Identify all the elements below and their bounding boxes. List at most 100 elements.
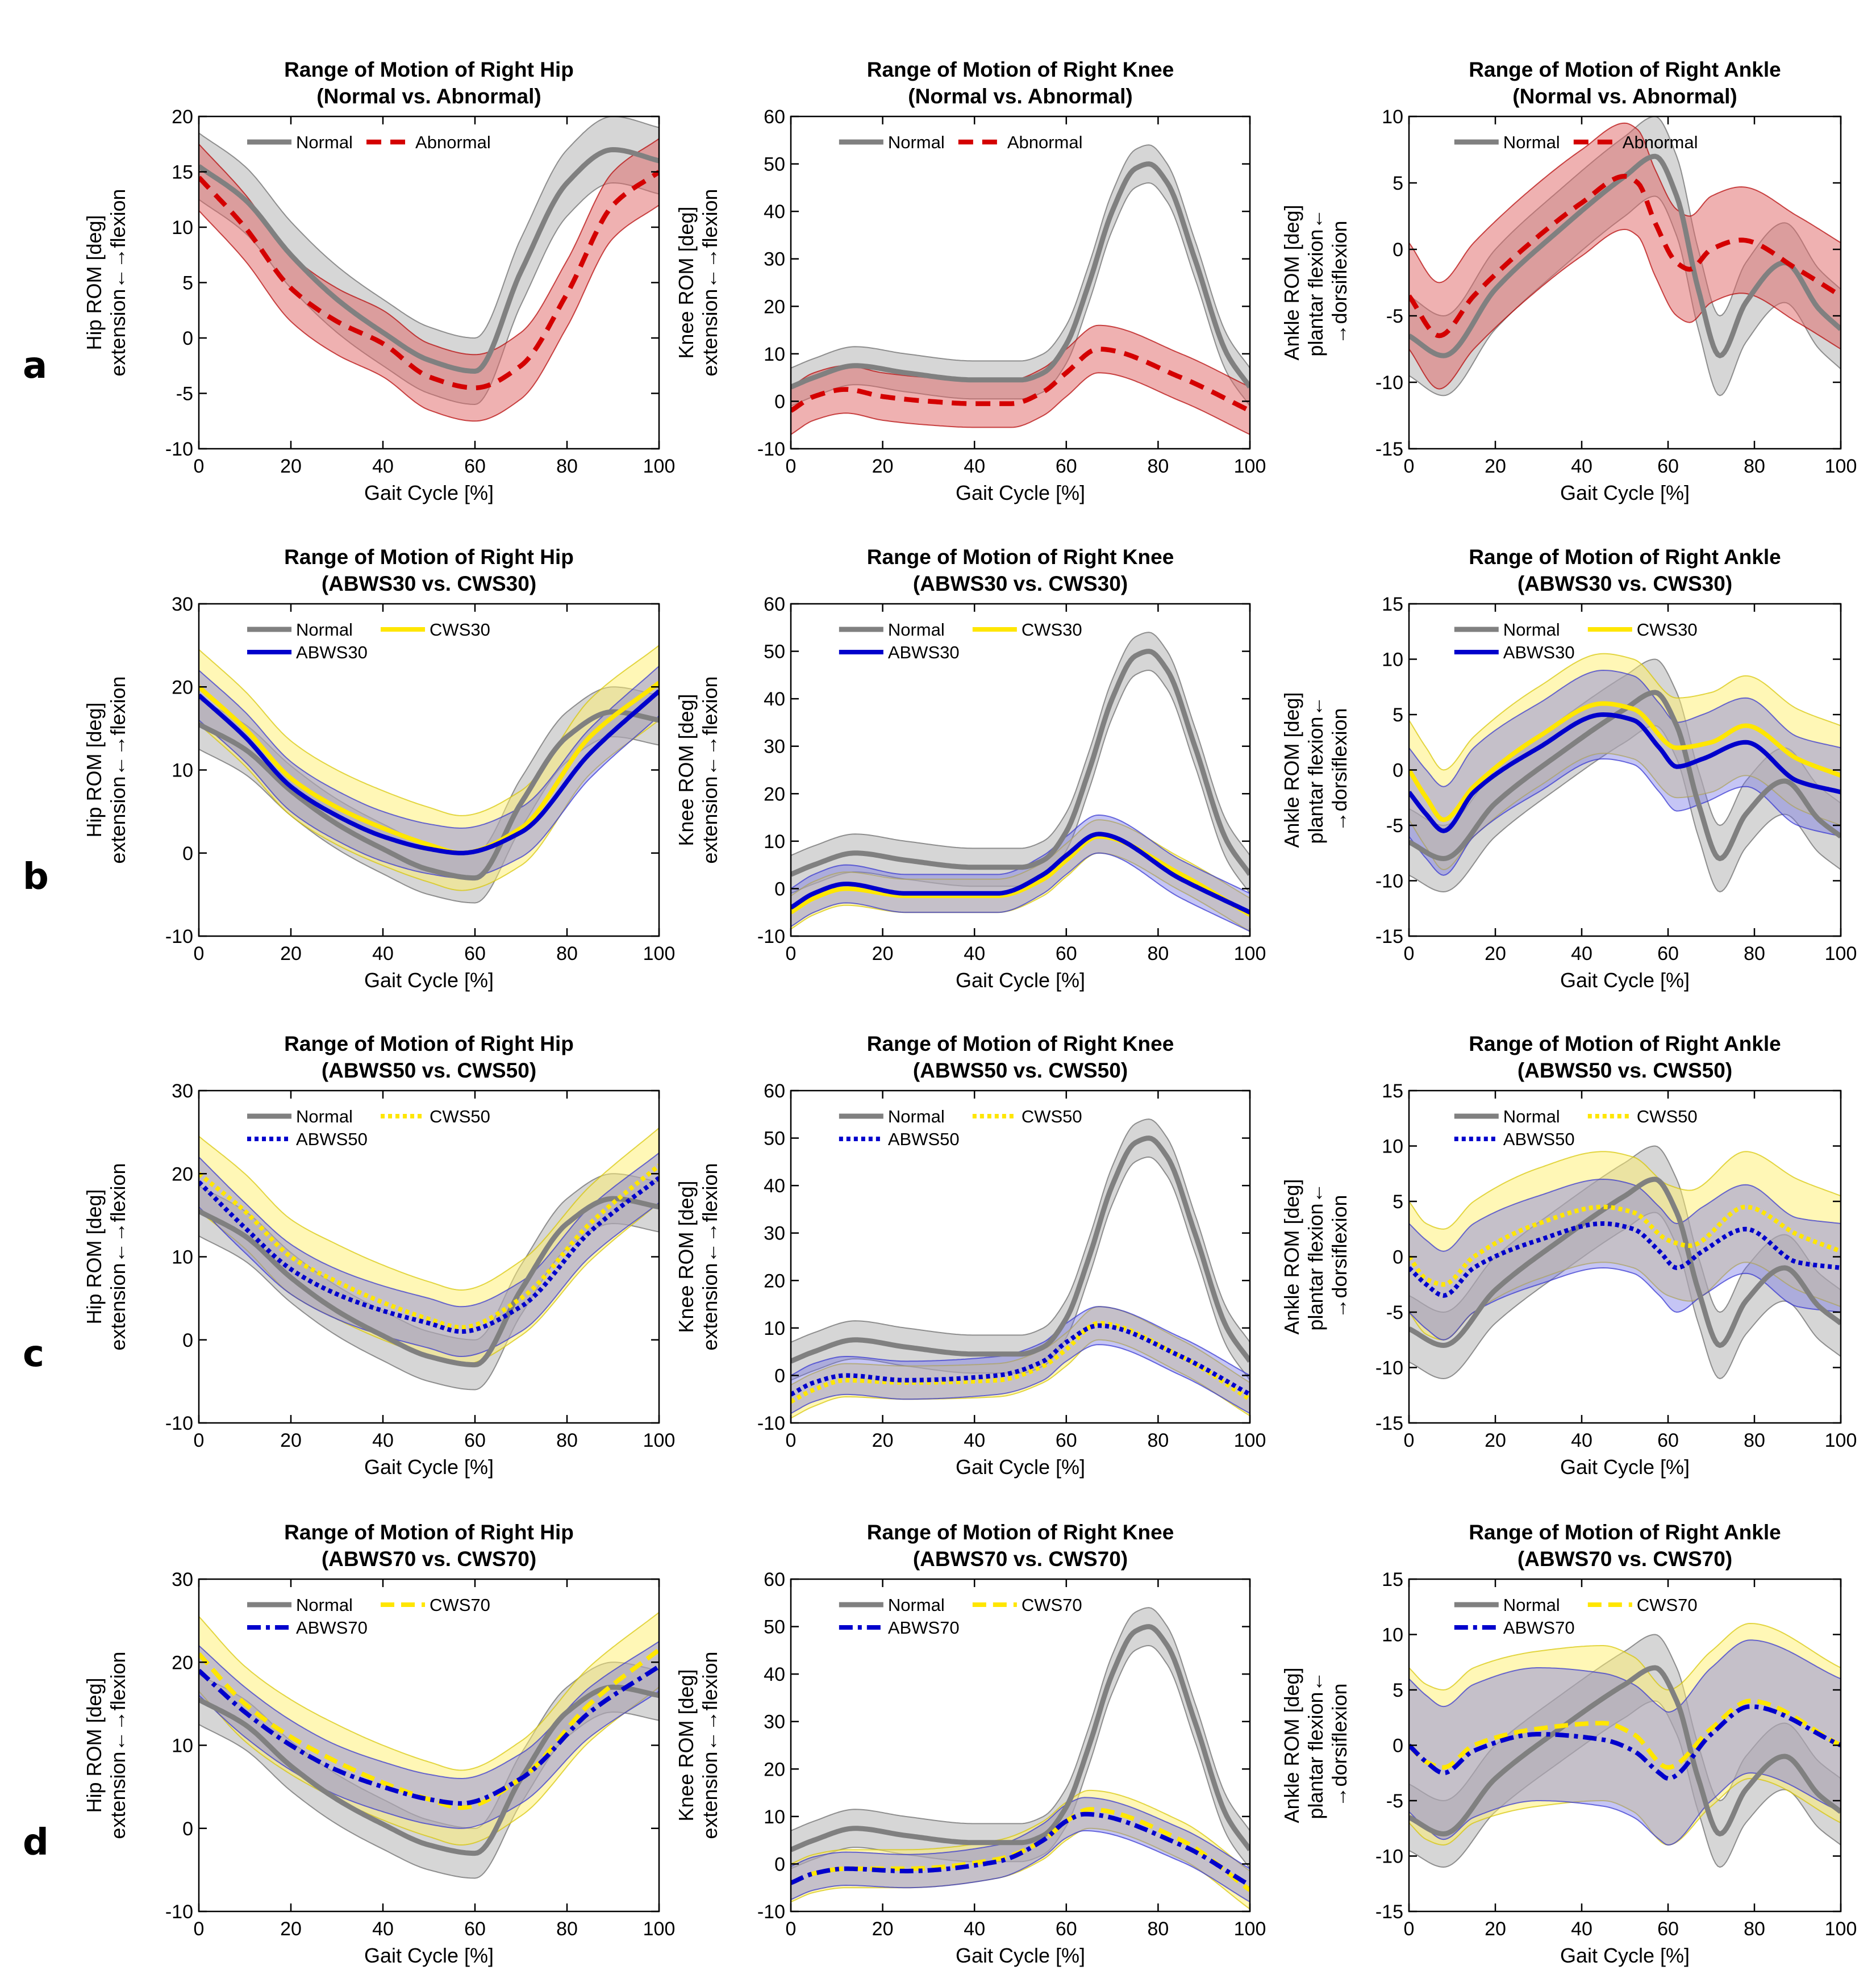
- series-line-abws: [791, 1323, 1250, 1397]
- series-line-cws: [199, 681, 659, 855]
- y-tick-label: 0: [774, 1365, 785, 1387]
- y-tick-label: 50: [764, 1617, 785, 1638]
- legend-label-cws: CWS50: [1022, 1107, 1082, 1126]
- legend: Normal CWS70 ABWS70: [839, 1595, 1082, 1638]
- plot-area: [199, 116, 659, 422]
- y-axis-label: Hip ROM [deg]: [82, 702, 106, 837]
- axes-box: [790, 1089, 1251, 1424]
- y-axis-label: plantar flexion←: [1304, 208, 1327, 356]
- legend-label-abws: ABWS30: [296, 642, 368, 662]
- panel-title: (Normal vs. Abnormal): [908, 85, 1132, 108]
- y-tick-label: -10: [1375, 871, 1403, 892]
- y-tick-label: 40: [764, 1664, 785, 1685]
- y-tick-label: -10: [165, 1901, 193, 1923]
- y-axis-label: plantar flexion←: [1304, 1671, 1327, 1819]
- plot-area: [791, 1607, 1250, 1910]
- y-tick-label: 10: [1382, 1625, 1403, 1646]
- legend-label-normal: Normal: [296, 132, 353, 152]
- series-line-normal: [199, 1196, 659, 1368]
- y-tick-label: 0: [182, 843, 193, 865]
- y-axis-label: →dorsiflexion: [1328, 1195, 1351, 1318]
- panel-title: (ABWS70 vs. CWS70): [322, 1547, 536, 1571]
- x-tick-label: 20: [872, 943, 894, 965]
- y-tick-label: -5: [1386, 815, 1403, 837]
- series-line-abws: [1409, 1704, 1841, 1781]
- panel-a-hip: -10 -5 0 5 10 15 20 0 20 40 60 80 100 Gait Cycle [%] H…: [82, 58, 675, 504]
- x-tick-label: 80: [1147, 456, 1169, 477]
- y-tick-label: 5: [1393, 173, 1403, 194]
- y-tick-label: -10: [757, 926, 785, 947]
- x-axis-label: Gait Cycle [%]: [1560, 481, 1690, 504]
- y-tick-label: -5: [176, 383, 193, 405]
- y-tick-label: 20: [172, 1652, 193, 1673]
- y-axis-label: extension←→flexion: [106, 676, 130, 863]
- y-axis-label: plantar flexion←: [1304, 1183, 1327, 1330]
- y-axis-label: Ankle ROM [deg]: [1280, 692, 1303, 848]
- series-line-abnormal: [1409, 174, 1841, 339]
- y-tick-label: 0: [1393, 760, 1403, 782]
- y-tick-label: -10: [757, 1901, 785, 1923]
- row-label-a: a: [23, 345, 47, 387]
- series-line-abnormal: [791, 346, 1250, 413]
- x-tick-label: 40: [372, 1430, 394, 1451]
- series-line-abws: [199, 689, 659, 855]
- x-tick-label: 40: [964, 1430, 985, 1451]
- y-tick-label: 20: [172, 106, 193, 128]
- series-line-cws: [199, 1648, 659, 1810]
- x-tick-label: 80: [1744, 943, 1765, 965]
- y-tick-label: -5: [1386, 1302, 1403, 1324]
- panel-title: (ABWS50 vs. CWS50): [913, 1059, 1128, 1082]
- series-line-normal: [199, 709, 659, 881]
- y-tick-label: -15: [1375, 926, 1403, 947]
- legend-label-normal: Normal: [1503, 620, 1560, 640]
- y-tick-label: -10: [1375, 372, 1403, 394]
- series-line-cws: [199, 1163, 659, 1330]
- y-tick-label: 10: [764, 1806, 785, 1828]
- y-tick-label: 20: [764, 783, 785, 805]
- x-tick-label: 20: [1485, 1430, 1506, 1451]
- y-axis-label: Knee ROM [deg]: [674, 1180, 698, 1333]
- y-tick-label: -5: [1386, 306, 1403, 327]
- y-axis-label: extension←→flexion: [698, 189, 722, 376]
- x-tick-label: 80: [1147, 1918, 1169, 1940]
- panel-title: Range of Motion of Right Ankle: [1469, 1032, 1781, 1055]
- y-tick-label: 50: [764, 154, 785, 176]
- legend-label-abnormal: Abnormal: [415, 132, 491, 152]
- plot-area: [199, 644, 659, 904]
- x-tick-label: 20: [280, 1918, 302, 1940]
- y-tick-label: -15: [1375, 439, 1403, 460]
- sd-band-abws: [199, 1152, 659, 1358]
- y-axis-label: →dorsiflexion: [1328, 1683, 1351, 1807]
- y-tick-label: 60: [764, 106, 785, 128]
- legend: Normal CWS30 ABWS30: [839, 620, 1082, 662]
- series-line-cws: [1409, 701, 1841, 823]
- panel-title: Range of Motion of Right Hip: [284, 545, 574, 569]
- y-tick-label: 50: [764, 1128, 785, 1150]
- y-tick-label: 0: [1393, 239, 1403, 261]
- legend-label-abws: ABWS70: [888, 1618, 960, 1638]
- plot-area: [791, 144, 1250, 436]
- y-tick-label: 10: [764, 344, 785, 365]
- x-tick-label: 100: [643, 943, 676, 965]
- x-tick-label: 80: [556, 943, 578, 965]
- x-tick-label: 100: [1234, 1430, 1266, 1451]
- x-axis-label: Gait Cycle [%]: [956, 1455, 1085, 1479]
- x-tick-label: 40: [1571, 1430, 1592, 1451]
- x-tick-label: 60: [1657, 943, 1679, 965]
- plot-area: [199, 1127, 659, 1391]
- x-tick-label: 60: [464, 1918, 486, 1940]
- y-tick-label: 15: [1382, 1569, 1403, 1590]
- sd-band-abws: [199, 665, 659, 879]
- x-tick-label: 60: [1056, 1918, 1077, 1940]
- x-tick-label: 0: [786, 456, 797, 477]
- y-axis-label: Knee ROM [deg]: [674, 694, 698, 846]
- series-line-normal: [791, 1135, 1250, 1364]
- x-tick-label: 0: [1404, 1430, 1415, 1451]
- x-tick-label: 100: [643, 1918, 676, 1940]
- y-tick-label: 0: [774, 1853, 785, 1875]
- x-tick-label: 80: [1147, 943, 1169, 965]
- legend-label-cws: CWS30: [1022, 620, 1082, 640]
- y-axis-label: Ankle ROM [deg]: [1280, 1667, 1303, 1823]
- x-tick-label: 20: [872, 1430, 894, 1451]
